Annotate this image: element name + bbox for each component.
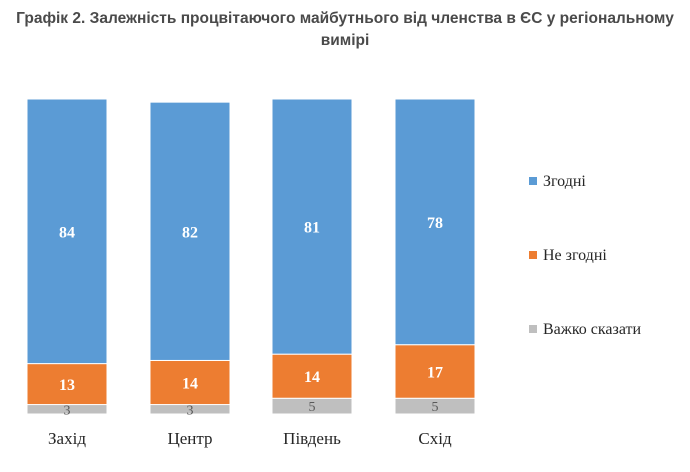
- category-label-1: Центр: [167, 429, 212, 448]
- bar-segment-series-1-cat-2: [271, 353, 353, 399]
- bars-group: [26, 98, 476, 415]
- legend-swatch-1: [529, 251, 537, 259]
- legend-swatch-2: [529, 325, 537, 333]
- data-label-series-2-cat-0: 84: [59, 224, 75, 241]
- data-labels-group: 3 13 84 3 14 82 5 14 81 5 17 78: [59, 215, 443, 418]
- data-label-series-2-cat-3: 78: [427, 215, 443, 232]
- data-label-series-0-cat-2: 5: [309, 400, 316, 415]
- legend-label-1: Не згодні: [543, 247, 607, 264]
- legend-label-0: Згодні: [543, 173, 586, 190]
- chart-title-line-2: вимірі: [320, 32, 370, 49]
- bar-segment-series-1-cat-0: [26, 363, 108, 406]
- bar-segment-series-1-cat-1: [149, 359, 231, 406]
- data-label-series-2-cat-1: 82: [182, 224, 198, 241]
- data-label-series-0-cat-0: 3: [64, 403, 71, 418]
- data-label-series-2-cat-2: 81: [304, 220, 320, 237]
- bar-segment-series-2-cat-1: [149, 101, 231, 361]
- bar-segment-series-2-cat-0: [26, 98, 108, 365]
- legend: Згодні Не згодні Важко сказати: [529, 173, 642, 338]
- chart-title-line-1: Графік 2. Залежність процвітаючого майбу…: [16, 10, 674, 27]
- bar-segment-series-2-cat-3: [394, 98, 476, 346]
- bar-segment-series-1-cat-3: [394, 344, 476, 399]
- legend-label-2: Важко сказати: [543, 321, 642, 338]
- category-labels-group: Захід Центр Південь Схід: [48, 429, 452, 448]
- data-label-series-0-cat-3: 5: [432, 400, 439, 415]
- data-label-series-1-cat-2: 14: [304, 369, 320, 386]
- data-label-series-1-cat-0: 13: [59, 377, 75, 394]
- data-label-series-1-cat-3: 17: [427, 364, 443, 381]
- chart-title: Графік 2. Залежність процвітаючого майбу…: [0, 8, 690, 52]
- data-label-series-1-cat-1: 14: [182, 376, 198, 393]
- category-label-2: Південь: [283, 429, 341, 448]
- data-label-series-0-cat-1: 3: [187, 403, 194, 418]
- bar-segment-series-2-cat-2: [271, 98, 353, 355]
- legend-swatch-0: [529, 177, 537, 185]
- category-label-0: Захід: [48, 429, 86, 448]
- category-label-3: Схід: [418, 429, 452, 448]
